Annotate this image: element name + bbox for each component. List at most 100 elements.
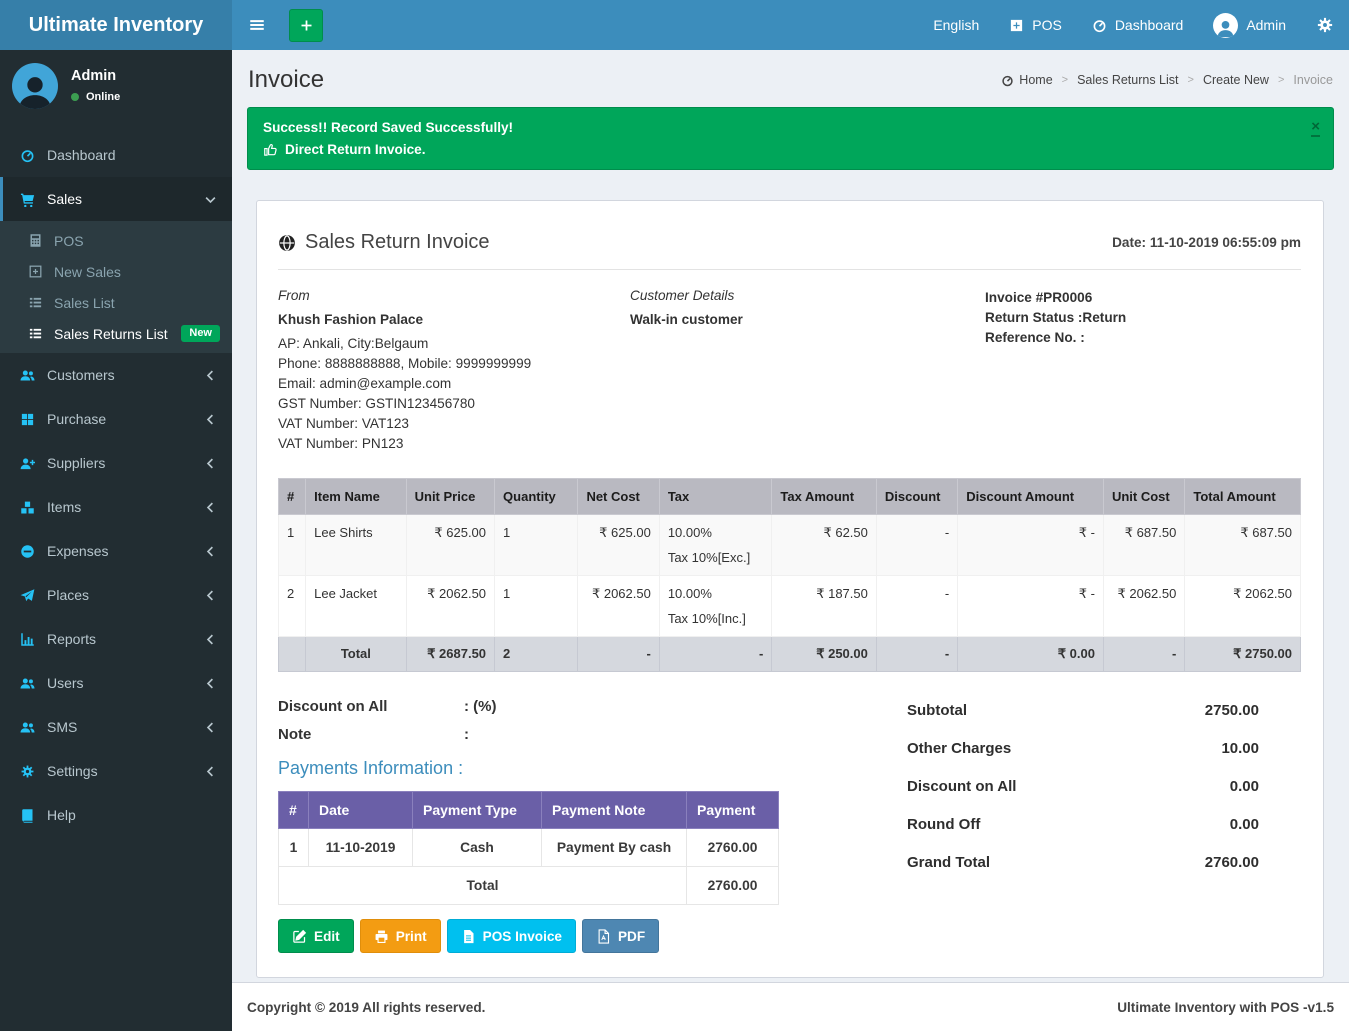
globe-icon — [278, 234, 296, 252]
invoice-actions: Edit Print POS Invoice PDF — [278, 919, 1301, 953]
breadcrumb-home[interactable]: Home — [1001, 73, 1053, 87]
store-address: AP: Ankali, City:Belgaum — [278, 336, 429, 351]
sidebar-item-purchase[interactable]: Purchase — [0, 397, 232, 441]
list-icon — [26, 295, 44, 310]
brand-logo[interactable]: Ultimate Inventory — [0, 0, 232, 50]
sidebar-item-label: Reports — [47, 631, 97, 647]
from-heading: From — [278, 288, 310, 303]
sidebar-item-users[interactable]: Users — [0, 661, 232, 705]
breadcrumb-current: Invoice — [1293, 73, 1333, 87]
plus-icon — [299, 18, 314, 33]
discount-on-all-row: Discount on All : (%) — [278, 698, 907, 715]
sidebar-item-sms[interactable]: SMS — [0, 705, 232, 749]
close-icon[interactable]: × — [1311, 118, 1320, 137]
note-value: : — [464, 726, 469, 743]
table-row: 2 Lee Jacket ₹ 2062.50 1 ₹ 2062.50 10.00… — [277, 575, 1301, 637]
sidebar-item-label: Sales — [47, 191, 83, 207]
reference-number: Reference No. : — [985, 330, 1085, 345]
sidebar-item-sales-returns-list[interactable]: Sales Returns List New — [0, 318, 232, 349]
sidebar-item-label: Sales List — [54, 294, 115, 311]
sidebar-item-reports[interactable]: Reports — [0, 617, 232, 661]
sidebar-item-sales[interactable]: Sales — [0, 177, 232, 221]
sidebar-item-label: POS — [54, 232, 84, 249]
summary-grand-total: Grand Total 2760.00 — [907, 854, 1259, 871]
discount-on-all-label: Discount on All — [278, 698, 388, 715]
sidebar-item-label: Sales Returns List — [54, 325, 168, 342]
store-phone: Phone: 8888888888, Mobile: 9999999999 — [278, 356, 532, 371]
items-total-row: Total ₹ 2687.50 2 - - ₹ 250.00 - ₹ 0.00 … — [277, 636, 1301, 672]
sidebar-item-suppliers[interactable]: Suppliers — [0, 441, 232, 485]
customer-name: Walk-in customer — [630, 312, 743, 327]
sidebar-item-new-sales[interactable]: New Sales — [0, 256, 232, 287]
sidebar-item-settings[interactable]: Settings — [0, 749, 232, 793]
chevron-left-icon — [203, 544, 218, 559]
nav-dashboard-label: Dashboard — [1114, 17, 1184, 33]
copyright-text: Copyright © 2019 All rights reserved. — [247, 999, 486, 1015]
invoice-meta-section: Invoice #PR0006 Return Status :Return Re… — [985, 288, 1301, 454]
sidebar-item-items[interactable]: Items — [0, 485, 232, 529]
sidebar-toggle-button[interactable] — [232, 0, 282, 50]
col-unit-price: Unit Price — [405, 478, 496, 515]
hamburger-icon — [248, 16, 266, 34]
payments-heading: Payments Information : — [278, 758, 464, 778]
items-table-header-row: # Item Name Unit Price Quantity Net Cost… — [277, 478, 1301, 515]
breadcrumb-create-new[interactable]: Create New — [1202, 73, 1269, 87]
breadcrumb-sales-returns-list[interactable]: Sales Returns List — [1077, 73, 1179, 87]
users-icon — [18, 720, 37, 735]
user-menu-label: Admin — [1246, 17, 1286, 33]
minus-circle-icon — [18, 544, 37, 559]
top-header: Ultimate Inventory English POS — [0, 0, 1349, 50]
sidebar-item-places[interactable]: Places — [0, 573, 232, 617]
edit-button[interactable]: Edit — [278, 919, 354, 953]
sidebar-item-expenses[interactable]: Expenses — [0, 529, 232, 573]
sidebar-item-sales-list[interactable]: Sales List — [0, 287, 232, 318]
customer-heading: Customer Details — [630, 288, 735, 303]
invoice-date: Date: 11-10-2019 06:55:09 pm — [1112, 235, 1301, 250]
sidebar-item-customers[interactable]: Customers — [0, 353, 232, 397]
success-alert: Success!! Record Saved Successfully! Dir… — [247, 107, 1334, 170]
chevron-left-icon — [203, 588, 218, 603]
col-total-amount: Total Amount — [1184, 478, 1301, 515]
alert-link[interactable]: Direct Return Invoice. — [285, 142, 426, 157]
table-row: 1 Lee Shirts ₹ 625.00 1 ₹ 625.00 10.00% … — [277, 514, 1301, 576]
store-vat1: VAT Number: VAT123 — [278, 416, 409, 431]
summary-round-off: Round Off 0.00 — [907, 816, 1259, 833]
settings-menu-button[interactable] — [1301, 0, 1349, 50]
col-net-cost: Net Cost — [577, 478, 660, 515]
breadcrumb-separator: > — [1187, 74, 1194, 86]
language-menu[interactable]: English — [918, 0, 994, 50]
main-content: Invoice Home > Sales Returns List > Crea… — [232, 50, 1349, 982]
sidebar-item-help[interactable]: Help — [0, 793, 232, 837]
brand-name: Ultimate Inventory — [28, 13, 204, 36]
col-tax-amount: Tax Amount — [771, 478, 877, 515]
sidebar-user-status[interactable]: Online — [71, 91, 120, 103]
pos-invoice-button[interactable]: POS Invoice — [446, 919, 576, 953]
col-pay-type: Payment Type — [412, 791, 542, 829]
payment-row: 1 11-10-2019 Cash Payment By cash 2760.0… — [278, 828, 779, 867]
pdf-button[interactable]: PDF — [581, 919, 660, 953]
print-button[interactable]: Print — [359, 919, 441, 953]
tachometer-icon — [18, 148, 37, 163]
navbar-right-menu: English POS Dashboard Admin — [918, 0, 1349, 50]
tachometer-icon — [1092, 18, 1107, 33]
breadcrumb: Home > Sales Returns List > Create New >… — [1001, 73, 1333, 87]
chevron-left-icon — [203, 412, 218, 427]
user-menu[interactable]: Admin — [1198, 0, 1301, 50]
quick-add-button[interactable] — [289, 8, 323, 42]
col-discount: Discount — [875, 478, 959, 515]
nav-pos-link[interactable]: POS — [994, 0, 1077, 50]
sidebar-item-label: Places — [47, 587, 90, 603]
store-name: Khush Fashion Palace — [278, 312, 424, 327]
sidebar-item-dashboard[interactable]: Dashboard — [0, 133, 232, 177]
nav-dashboard-link[interactable]: Dashboard — [1077, 0, 1199, 50]
breadcrumb-separator: > — [1277, 74, 1285, 86]
top-navbar: English POS Dashboard Admin — [232, 0, 1349, 50]
return-status: Return Status :Return — [985, 310, 1127, 325]
sidebar-item-pos[interactable]: POS — [0, 225, 232, 256]
customer-section: Customer Details Walk-in customer — [630, 288, 985, 454]
home-icon — [1001, 74, 1014, 87]
pdf-icon — [596, 928, 611, 944]
cubes-icon — [18, 500, 37, 515]
col-pay-note: Payment Note — [541, 791, 687, 829]
sidebar-item-label: Purchase — [47, 411, 107, 427]
